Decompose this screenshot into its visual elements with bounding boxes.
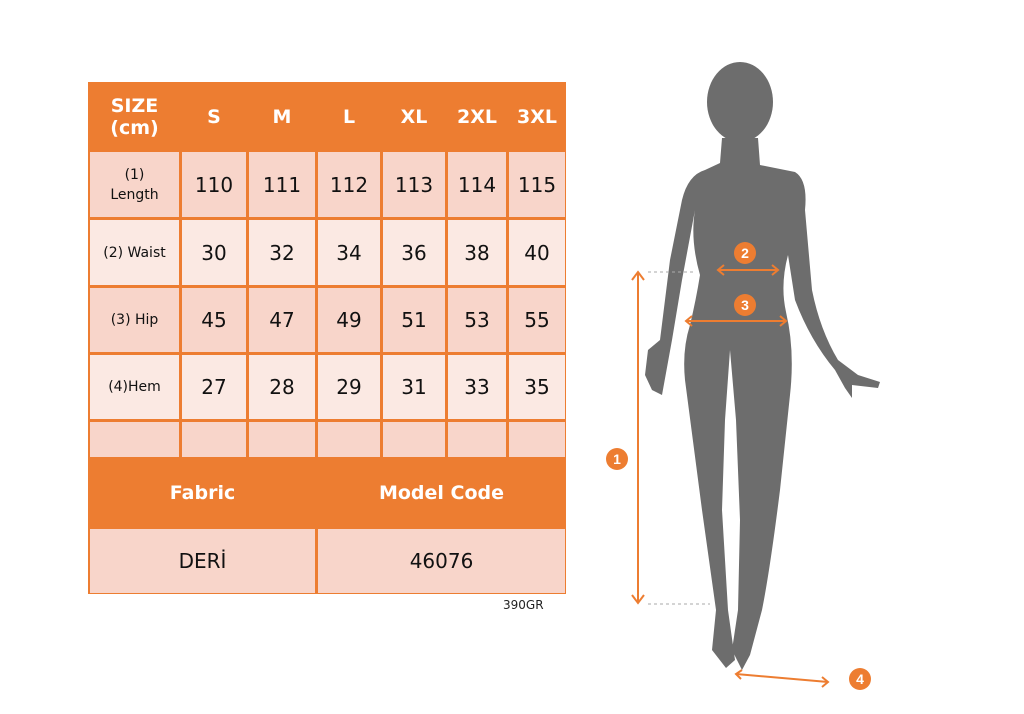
- table-cell: 115: [509, 152, 565, 217]
- header-size-2: M: [249, 84, 315, 149]
- fabric-value: DERİ: [90, 529, 315, 593]
- row-label: (2) Waist: [90, 220, 179, 285]
- row-label-line1: (1): [124, 166, 145, 183]
- model-code-value: 46076: [318, 529, 565, 593]
- row-label: (4)Hem: [90, 355, 179, 419]
- row-label-line1: (4)Hem: [108, 379, 161, 395]
- empty-cell: [90, 422, 179, 457]
- table-cell: 30: [182, 220, 246, 285]
- marker-3-icon: [734, 294, 756, 316]
- table-cell: 36: [383, 220, 445, 285]
- table-cell: 53: [448, 288, 506, 352]
- marker-1-icon: [606, 448, 628, 470]
- table-cell: 113: [383, 152, 445, 217]
- header-unit-label: (cm): [110, 116, 159, 139]
- table-cell: 33: [448, 355, 506, 419]
- marker-1-label: 1: [613, 451, 621, 467]
- silhouette-icon: [645, 62, 880, 670]
- model-code-header: Model Code: [318, 460, 565, 526]
- table-cell: 110: [182, 152, 246, 217]
- row-label: (1) Length: [90, 152, 179, 217]
- table-cell: 45: [182, 288, 246, 352]
- marker-4-label: 4: [856, 671, 864, 687]
- row-label-line1: (3) Hip: [110, 312, 159, 328]
- row-label-line1: (2) Waist: [103, 244, 166, 261]
- size-chart-table: SIZE (cm) S M L XL 2XL 3XL (1) Length 110 111 112 113…: [88, 82, 566, 594]
- table-cell: 32: [249, 220, 315, 285]
- header-size-1: S: [182, 84, 246, 149]
- row-label: (3) Hip: [90, 288, 179, 352]
- hem-arrow: [735, 673, 829, 683]
- header-size-4: XL: [383, 84, 445, 149]
- empty-cell: [448, 422, 506, 457]
- table-cell: 40: [509, 220, 565, 285]
- table-cell: 55: [509, 288, 565, 352]
- table-cell: 28: [249, 355, 315, 419]
- table-cell: 27: [182, 355, 246, 419]
- table-cell: 51: [383, 288, 445, 352]
- empty-cell: [383, 422, 445, 457]
- table-cell: 29: [318, 355, 380, 419]
- table-cell: 35: [509, 355, 565, 419]
- table-cell: 112: [318, 152, 380, 217]
- table-cell: 31: [383, 355, 445, 419]
- header-size-label: SIZE: [110, 94, 159, 117]
- footnote: 390GR: [503, 598, 544, 612]
- marker-4-icon: [849, 668, 871, 690]
- table-cell: 47: [249, 288, 315, 352]
- empty-cell: [182, 422, 246, 457]
- table-cell: 49: [318, 288, 380, 352]
- table-cell: 111: [249, 152, 315, 217]
- row-label-line2: Length: [110, 186, 159, 203]
- marker-2-label: 2: [741, 245, 749, 261]
- marker-2-icon: [734, 242, 756, 264]
- empty-cell: [509, 422, 565, 457]
- header-size-3: L: [318, 84, 380, 149]
- header-size-5: 2XL: [448, 84, 506, 149]
- table-cell: 38: [448, 220, 506, 285]
- header-size-6: 3XL: [509, 84, 565, 149]
- table-cell: 34: [318, 220, 380, 285]
- empty-cell: [249, 422, 315, 457]
- empty-cell: [318, 422, 380, 457]
- table-cell: 114: [448, 152, 506, 217]
- header-size-cell: SIZE (cm): [90, 84, 179, 149]
- fabric-header: Fabric: [90, 460, 315, 526]
- body-silhouette-diagram: 1 2 3 4: [606, 62, 880, 690]
- marker-3-label: 3: [741, 297, 749, 313]
